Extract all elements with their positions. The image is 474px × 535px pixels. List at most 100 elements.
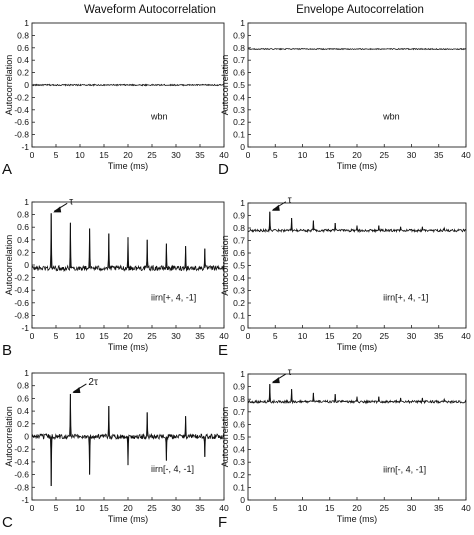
y-axis-title: Autocorrelation — [220, 55, 230, 116]
y-tick-label: 0.2 — [17, 68, 29, 78]
plot-frame — [247, 202, 467, 329]
y-axis-title: Autocorrelation — [4, 406, 14, 467]
y-tick-label: -0.2 — [14, 92, 29, 102]
condition-label: iirn[+, 4, -1] — [151, 292, 196, 302]
arrow-label: τ — [288, 195, 292, 206]
x-tick-label: 40 — [461, 331, 471, 341]
x-tick-label: 15 — [99, 503, 109, 513]
x-tick-label: 35 — [434, 331, 444, 341]
y-tick-label: 0 — [24, 260, 29, 270]
y-tick-label: 0.7 — [233, 407, 245, 417]
x-tick-label: 15 — [325, 503, 335, 513]
panel-c: -1-0.8-0.6-0.4-0.200.20.40.60.810 5 10 15 20… — [2, 368, 229, 531]
arrow-label: τ — [288, 367, 292, 378]
y-tick-label: 1 — [24, 197, 29, 207]
x-tick-label: 20 — [123, 331, 133, 341]
y-tick-label: 0.5 — [233, 261, 245, 271]
y-tick-label: 0 — [240, 323, 245, 333]
y-tick-label: 0.4 — [17, 406, 29, 416]
x-tick-label: 25 — [147, 150, 157, 160]
panel-letter: D — [218, 161, 229, 178]
column-title-envelope: Envelope Autocorrelation — [296, 4, 424, 16]
x-tick-label: 15 — [325, 331, 335, 341]
y-tick-label: 0.2 — [17, 247, 29, 257]
y-tick-label: 0 — [240, 142, 245, 152]
x-tick-label: 30 — [171, 150, 181, 160]
y-tick-label: 1 — [240, 18, 245, 28]
y-tick-label: -1 — [21, 495, 29, 505]
y-axis-title: Autocorrelation — [220, 235, 230, 296]
panel-letter: B — [2, 342, 12, 359]
x-tick-label: 35 — [195, 150, 205, 160]
panel-a: -1-0.8-0.6-0.4-0.200.20.40.60.810 5 10 15 20… — [2, 18, 229, 178]
series-line — [31, 393, 225, 487]
x-tick-label: 35 — [195, 503, 205, 513]
y-tick-label: 0.9 — [233, 211, 245, 221]
x-tick-label: 40 — [219, 331, 229, 341]
condition-label: iirn[+, 4, -1] — [383, 293, 428, 303]
y-tick-label: -0.2 — [14, 444, 29, 454]
y-tick-label: 0.9 — [233, 30, 245, 40]
y-tick-label: 0.8 — [17, 210, 29, 220]
panel-letter: A — [2, 161, 12, 178]
y-tick-label: 1 — [24, 368, 29, 378]
x-tick-label: 15 — [99, 331, 109, 341]
x-axis-title: Time (ms) — [337, 342, 377, 352]
x-tick-label: 10 — [298, 503, 308, 513]
x-tick-label: 25 — [147, 331, 157, 341]
x-tick-label: 15 — [325, 150, 335, 160]
x-tick-label: 30 — [407, 331, 417, 341]
y-tick-label: 0.8 — [233, 394, 245, 404]
x-tick-label: 20 — [123, 503, 133, 513]
arrow-head — [72, 386, 81, 393]
panel-e: 00.10.20.30.40.50.60.70.80.910 5 10 15 20 25 3… — [218, 195, 471, 359]
x-tick-label: 30 — [407, 150, 417, 160]
panel-f: 00.10.20.30.40.50.60.70.80.910 5 10 15 20 25 3… — [218, 367, 471, 531]
y-tick-label: 0.6 — [17, 393, 29, 403]
y-tick-label: -0.4 — [14, 457, 29, 467]
y-tick-label: 0.3 — [233, 286, 245, 296]
y-tick-label: 0.8 — [233, 223, 245, 233]
y-tick-label: -0.4 — [14, 105, 29, 115]
y-tick-label: 0.4 — [233, 445, 245, 455]
x-axis-title: Time (ms) — [108, 514, 148, 524]
x-tick-label: 25 — [147, 503, 157, 513]
y-tick-label: 0.4 — [17, 55, 29, 65]
y-tick-label: 0 — [24, 80, 29, 90]
x-tick-label: 0 — [30, 331, 35, 341]
y-axis-title: Autocorrelation — [220, 407, 230, 468]
y-tick-label: 0.5 — [233, 432, 245, 442]
series-line — [247, 47, 467, 51]
panel-letter: E — [218, 342, 228, 359]
y-tick-label: -1 — [21, 142, 29, 152]
y-tick-label: 0 — [24, 432, 29, 442]
series-line — [31, 83, 225, 87]
x-tick-label: 40 — [461, 503, 471, 513]
x-tick-label: 20 — [352, 331, 362, 341]
y-tick-label: 0.4 — [233, 273, 245, 283]
plot-frame — [247, 22, 467, 148]
y-tick-label: -0.8 — [14, 482, 29, 492]
y-tick-label: 0.2 — [17, 419, 29, 429]
x-axis-title: Time (ms) — [337, 514, 377, 524]
x-axis-title: Time (ms) — [108, 342, 148, 352]
y-tick-label: 0.4 — [233, 92, 245, 102]
x-tick-label: 40 — [461, 150, 471, 160]
y-tick-label: 0.6 — [233, 248, 245, 258]
condition-label: iirn[-, 4, -1] — [151, 464, 194, 474]
y-tick-label: 0.8 — [17, 30, 29, 40]
y-tick-label: 0.6 — [17, 43, 29, 53]
x-tick-label: 5 — [54, 331, 59, 341]
y-tick-label: 0.7 — [233, 55, 245, 65]
y-tick-label: -0.6 — [14, 117, 29, 127]
y-tick-label: 0.7 — [233, 236, 245, 246]
y-tick-label: -1 — [21, 323, 29, 333]
x-tick-label: 25 — [380, 150, 390, 160]
x-tick-label: 25 — [380, 331, 390, 341]
x-tick-label: 0 — [30, 503, 35, 513]
y-tick-label: 0.6 — [17, 222, 29, 232]
y-tick-label: 1 — [24, 18, 29, 28]
y-tick-label: 0.5 — [233, 80, 245, 90]
x-tick-label: 0 — [246, 503, 251, 513]
x-tick-label: 25 — [380, 503, 390, 513]
